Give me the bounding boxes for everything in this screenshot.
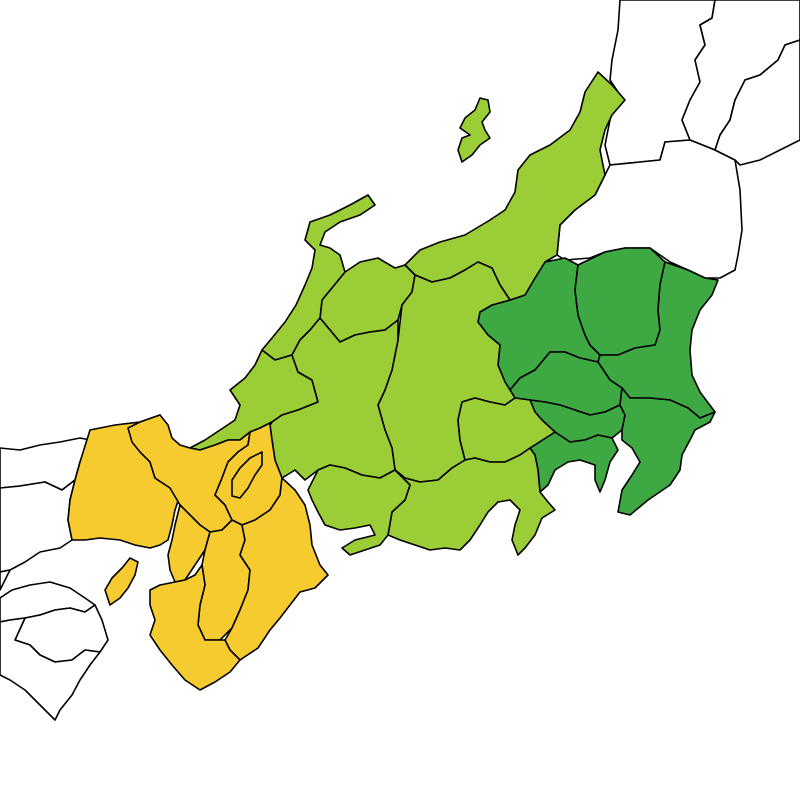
island-awaji	[104, 557, 139, 606]
prefecture-miyagi-coast	[714, 39, 800, 166]
prefecture-shizuoka	[387, 447, 556, 556]
prefecture-okayama	[0, 479, 76, 573]
region-chubu	[189, 71, 626, 556]
prefecture-ehime	[0, 569, 11, 591]
prefecture-yamanashi	[457, 397, 556, 463]
prefecture-wakayama	[149, 564, 241, 691]
region-kinki	[67, 414, 329, 691]
prefecture-kochi	[0, 617, 101, 721]
prefecture-kanagawa	[529, 431, 619, 493]
prefecture-chiba	[617, 387, 716, 516]
prefecture-aichi	[307, 464, 411, 556]
prefecture-tochigi	[574, 247, 666, 356]
island-sado	[457, 97, 491, 163]
prefecture-gifu	[269, 317, 399, 481]
region-kanto	[477, 247, 719, 516]
lake-biwa	[231, 451, 263, 499]
prefecture-mie	[224, 477, 329, 661]
region-other	[0, 0, 800, 721]
